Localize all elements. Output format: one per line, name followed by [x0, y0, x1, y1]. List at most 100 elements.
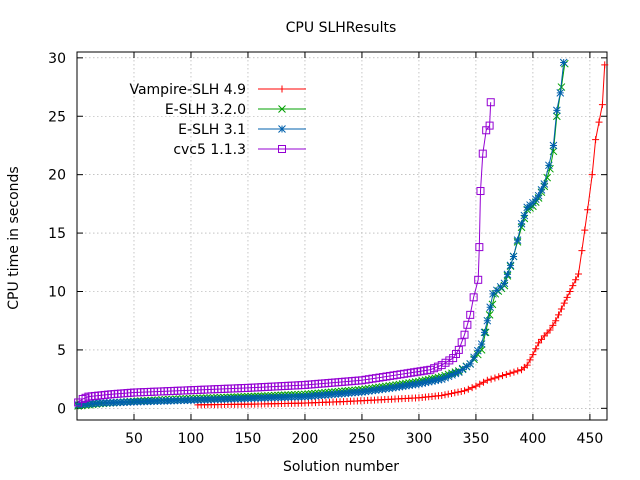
data-point: [469, 293, 478, 302]
data-point: [438, 391, 446, 399]
data-point: [431, 376, 440, 385]
data-point: [88, 399, 97, 408]
x-tick-label: 50: [125, 431, 143, 447]
data-point: [457, 387, 465, 395]
data-point: [460, 330, 469, 339]
data-point: [537, 186, 546, 194]
data-point: [486, 303, 495, 312]
data-point: [483, 316, 492, 325]
y-tick-label: 20: [48, 168, 66, 184]
data-point: [537, 335, 545, 343]
data-point: [489, 289, 497, 298]
data-point: [85, 400, 93, 408]
data-point: [588, 171, 596, 179]
data-point: [428, 377, 436, 385]
data-point: [499, 372, 507, 380]
data-point: [555, 311, 563, 319]
data-point: [563, 293, 571, 301]
data-point: [448, 371, 456, 379]
data-point: [395, 382, 404, 391]
data-point: [441, 373, 450, 382]
x-tick-label: 150: [235, 431, 262, 447]
data-point: [540, 180, 549, 188]
x-tick-label: 100: [178, 431, 205, 447]
x-tick-label: 400: [520, 431, 547, 447]
data-point: [478, 149, 487, 158]
data-point: [510, 368, 518, 376]
data-point: [506, 369, 514, 377]
data-point: [74, 400, 82, 409]
data-point: [556, 89, 565, 97]
data-point: [441, 391, 449, 399]
data-point: [421, 378, 430, 387]
data-point: [491, 374, 499, 382]
data-point: [559, 58, 568, 67]
data-point: [569, 282, 577, 290]
data-point: [552, 112, 561, 121]
data-point: [474, 275, 483, 284]
data-point: [464, 385, 472, 393]
data-point: [557, 305, 565, 313]
data-point: [483, 376, 491, 384]
series-1: [74, 59, 569, 410]
data-point: [566, 287, 574, 295]
grid-lines: [77, 52, 607, 420]
data-point: [578, 247, 586, 255]
data-point: [517, 223, 526, 232]
data-point: [402, 381, 410, 390]
series-line: [197, 64, 606, 406]
data-point: [392, 383, 400, 392]
data-point: [461, 387, 469, 395]
data-point: [560, 299, 568, 307]
data-point: [513, 236, 522, 244]
data-point: [584, 206, 592, 214]
data-point: [472, 382, 480, 390]
data-point: [495, 373, 503, 381]
legend-marker: [278, 85, 286, 93]
data-point: [451, 369, 460, 378]
x-tick-label: 300: [406, 431, 433, 447]
data-point: [517, 219, 526, 228]
series-line: [78, 62, 565, 406]
x-tick-label: 350: [463, 431, 490, 447]
data-point: [480, 328, 489, 337]
data-point: [601, 61, 609, 69]
data-point: [572, 276, 580, 284]
data-point: [444, 390, 452, 398]
data-point: [451, 389, 459, 397]
data-point: [411, 380, 420, 389]
data-point: [526, 356, 534, 364]
legend: Vampire-SLH 4.9 E-SLH 3.2.0 E-SLH 3.1 cvc5 …: [129, 82, 306, 158]
data-point: [514, 367, 522, 375]
legend-entry: cvc5 1.1.3: [173, 142, 306, 158]
data-point: [444, 372, 453, 381]
legend-entry: E-SLH 3.2.0: [165, 102, 306, 118]
data-point: [424, 377, 433, 386]
data-point: [545, 161, 553, 170]
data-point: [485, 311, 494, 319]
data-point: [458, 365, 467, 374]
data-point: [81, 393, 90, 402]
data-point: [485, 121, 494, 130]
data-point: [454, 388, 462, 396]
data-point: [523, 361, 531, 369]
data-point: [592, 136, 600, 144]
y-tick-label: 15: [48, 226, 66, 242]
series-line: [77, 102, 492, 403]
data-point: [575, 270, 583, 278]
data-point: [418, 379, 427, 387]
y-tick-label: 10: [48, 284, 66, 300]
legend-entry: E-SLH 3.1: [178, 122, 306, 138]
data-point: [506, 261, 515, 270]
y-tick-label: 0: [57, 401, 66, 417]
series-lines: [74, 58, 609, 410]
data-point: [408, 380, 417, 389]
data-point: [520, 211, 529, 220]
series-3: [74, 98, 495, 407]
legend-label: cvc5 1.1.3: [173, 142, 246, 158]
data-point: [598, 101, 606, 109]
data-point: [549, 321, 557, 329]
series-2: [74, 58, 568, 409]
legend-marker: [278, 125, 286, 133]
data-point: [454, 368, 463, 376]
